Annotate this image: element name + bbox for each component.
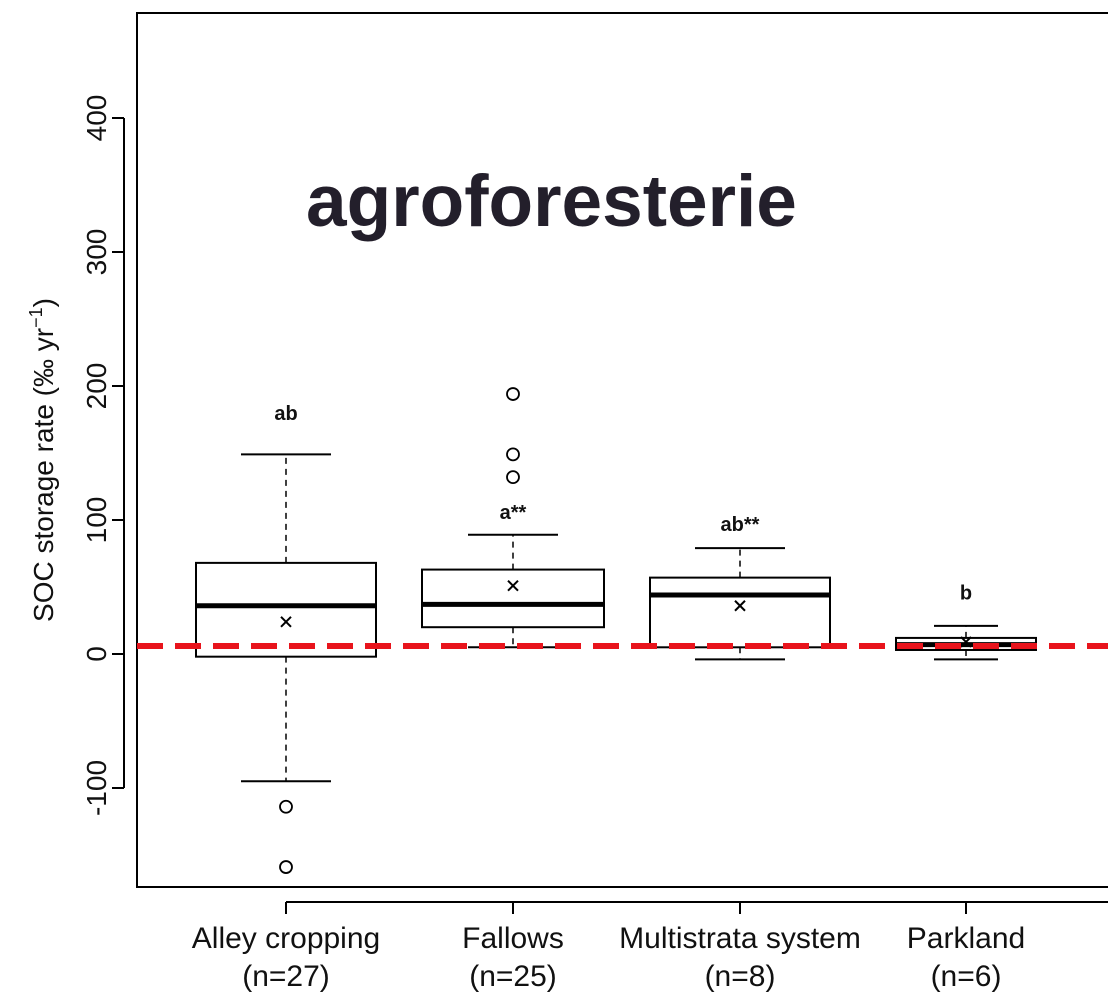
outlier-point bbox=[506, 470, 520, 485]
x-sample-size-label: (n=27) bbox=[242, 960, 330, 993]
outlier-point bbox=[506, 387, 520, 401]
outlier-point bbox=[506, 447, 520, 462]
outlier-point bbox=[279, 799, 293, 814]
plot-frame bbox=[136, 12, 1108, 888]
x-sample-size-label: (n=6) bbox=[931, 960, 1002, 993]
x-category-label: Fallows bbox=[462, 922, 564, 955]
iqr-box bbox=[421, 568, 605, 629]
y-tick-label: 100 bbox=[81, 497, 112, 544]
overlay-title: agroforesterie bbox=[306, 161, 797, 242]
x-sample-size-label: (n=25) bbox=[469, 960, 557, 993]
y-axis: -100 0 100 200 300 400 bbox=[81, 95, 125, 816]
x-sample-size-label: (n=8) bbox=[705, 960, 776, 993]
y-tick-label: -100 bbox=[81, 760, 112, 816]
significance-label: a** bbox=[500, 502, 527, 524]
x-category-label: Multistrata system bbox=[619, 922, 861, 955]
box-group: ab** bbox=[649, 514, 831, 661]
y-tick-label: 0 bbox=[81, 646, 112, 662]
y-tick-label: 300 bbox=[81, 229, 112, 276]
significance-label: ab bbox=[274, 403, 297, 425]
mean-marker bbox=[507, 579, 519, 592]
significance-label: b bbox=[960, 582, 972, 604]
mean-marker bbox=[280, 616, 292, 628]
iqr-box bbox=[649, 576, 831, 649]
y-tick-label: 400 bbox=[81, 95, 112, 142]
iqr-box bbox=[195, 561, 377, 658]
x-category-label: Alley cropping bbox=[192, 922, 380, 955]
mean-marker bbox=[734, 600, 746, 612]
y-tick-label: 200 bbox=[81, 363, 112, 410]
mean-marker bbox=[960, 636, 972, 648]
x-category-label: Parkland bbox=[907, 922, 1025, 955]
outlier-point bbox=[279, 860, 293, 874]
y-axis-title: SOC storage rate (‰ yr−1) bbox=[26, 298, 59, 622]
boxes: ab a** ab** b bbox=[195, 387, 1037, 874]
box-group: ab bbox=[195, 403, 377, 874]
box-group: a** bbox=[421, 387, 605, 649]
significance-label: ab** bbox=[721, 514, 760, 536]
x-axis: Alley cropping (n=27) Fallows (n=25) Multist… bbox=[192, 901, 1108, 993]
